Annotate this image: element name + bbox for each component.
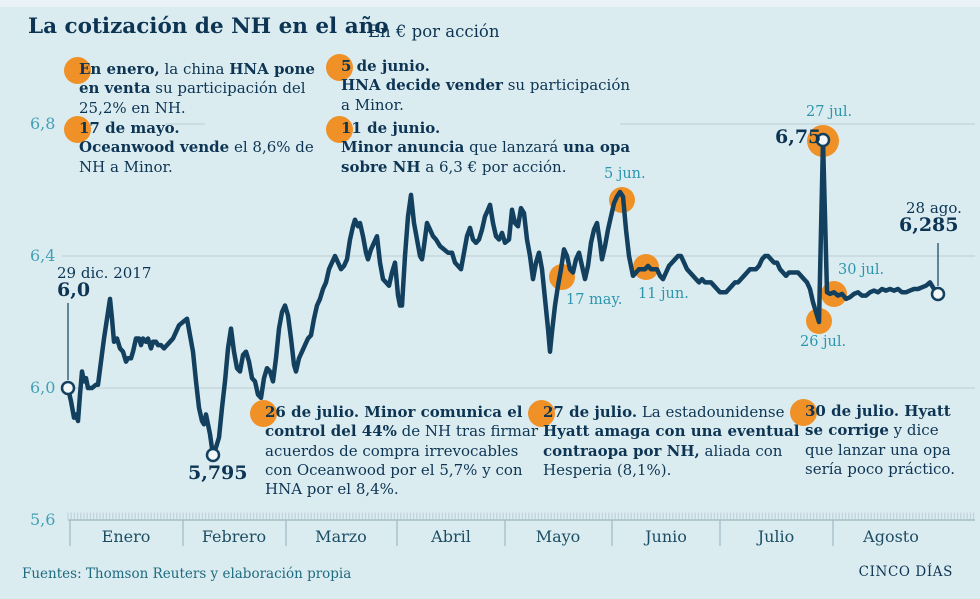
- brand-logo: CINCO DÍAS: [858, 564, 953, 580]
- price-line: [65, 138, 941, 458]
- annotation-line: 11 de junio.: [341, 119, 441, 137]
- sources-note: Fuentes: Thomson Reuters y elaboración p…: [22, 566, 352, 582]
- point-label: 6,285: [899, 214, 959, 236]
- annotation-line: que lanzar una opa: [805, 440, 951, 459]
- event-dot-icon: [64, 57, 91, 84]
- y-axis-tick-label: 6,0: [30, 378, 56, 397]
- event-dot-icon: [64, 116, 91, 143]
- event-dot-icon: [326, 54, 353, 81]
- annotation-17-mayo: 17 de mayo. Oceanwood vende el 8,6% de NH …: [64, 116, 314, 177]
- annotation-line: 26 de julio. Minor comunica el: [265, 403, 523, 421]
- y-axis-tick-label: 5,6: [30, 510, 56, 529]
- y-axis-tick-label: 6,4: [30, 246, 56, 265]
- page-title: La cotización de NH en el año: [28, 14, 389, 39]
- month-label-junio: Junio: [645, 527, 687, 546]
- month-label-enero: Enero: [101, 527, 151, 546]
- point-label: 5 jun.: [604, 166, 646, 182]
- annotation-line: HNA por el 8,4%.: [265, 480, 399, 499]
- annotation-line: En enero, la china HNA pone: [79, 60, 315, 78]
- point-label: 30 jul.: [838, 262, 885, 278]
- month-label-agosto: Agosto: [863, 527, 919, 546]
- point-label: 27 jul.: [806, 104, 853, 120]
- month-label-mayo: Mayo: [535, 527, 581, 546]
- top-strip: [0, 0, 980, 7]
- month-label-febrero: Febrero: [201, 527, 267, 546]
- annotation-line: a Minor.: [341, 95, 404, 114]
- annotation-line: sería poco práctico.: [805, 459, 955, 478]
- annotation-enero: En enero, la china HNA pone en venta su p…: [64, 57, 315, 118]
- chart-unit-label: En € por acción: [368, 22, 500, 41]
- annotation-line: 30 de julio. Hyatt: [805, 402, 951, 420]
- event-dot-icon: [326, 116, 353, 143]
- annotation-line: 17 de mayo.: [79, 119, 180, 137]
- annotation-line: sobre NH a 6,3 € por acción.: [341, 157, 567, 176]
- annotation-line: 5 de junio.: [341, 57, 430, 75]
- annotation-line: Oceanwood vende el 8,6% de: [79, 138, 314, 157]
- annotation-line: en venta su participación del: [79, 79, 306, 98]
- x-axis-tick-comb: [67, 512, 975, 520]
- point-label: 17 may.: [566, 292, 623, 308]
- point-label: 6,75: [775, 126, 822, 148]
- annotation-line: Hesperia (8,1%).: [543, 460, 672, 479]
- annotation-11-junio: 11 de junio. Minor anuncia que lanzará un…: [326, 116, 631, 177]
- event-dot-icon: [528, 400, 555, 427]
- point-label: 29 dic. 2017: [57, 264, 152, 282]
- endpoint-marker: [60, 380, 76, 396]
- y-axis-tick-label: 6,8: [30, 114, 56, 133]
- event-dot-icon: [250, 400, 277, 427]
- annotation-line: se corrige y dice: [805, 421, 939, 440]
- point-label: 28 ago.: [906, 199, 962, 217]
- month-label-abril: Abril: [431, 527, 471, 546]
- annotation-line: Hyatt amaga con una eventual: [543, 422, 800, 441]
- annotation-line: acuerdos de compra irrevocables: [265, 441, 519, 460]
- point-label: 11 jun.: [638, 286, 689, 302]
- annotation-line: HNA decide vender su participación: [341, 76, 631, 95]
- point-label: 26 jul.: [800, 334, 847, 350]
- annotation-line: Minor anuncia que lanzará una opa: [341, 138, 631, 157]
- annotation-26-julio: 26 de julio. Minor comunica el control de…: [250, 400, 538, 499]
- point-label: 5,795: [188, 462, 248, 484]
- annotation-5-junio: 5 de junio. HNA decide vender su particip…: [326, 54, 631, 115]
- annotation-line: NH a Minor.: [79, 157, 173, 176]
- annotation-30-julio: 30 de julio. Hyatt se corrige y dice que l…: [790, 399, 955, 479]
- endpoint-marker: [815, 132, 831, 148]
- annotation-line: 25,2% en NH.: [79, 98, 186, 117]
- point-label: 6,0: [57, 279, 91, 301]
- month-label-marzo: Marzo: [315, 527, 367, 546]
- month-label-julio: Julio: [757, 527, 795, 546]
- endpoint-marker: [205, 447, 221, 463]
- annotation-line: con Oceanwood por el 5,7% y con: [265, 460, 523, 479]
- annotation-27-julio: 27 de julio. La estadounidense Hyatt amag…: [528, 400, 800, 480]
- endpoint-marker: [930, 286, 946, 302]
- annotation-line: contraopa por NH, aliada con: [543, 441, 783, 460]
- event-dot-icon: [790, 399, 817, 426]
- annotation-line: control del 44% de NH tras firmar: [265, 422, 538, 441]
- annotation-line: 27 de julio. La estadounidense: [543, 403, 785, 421]
